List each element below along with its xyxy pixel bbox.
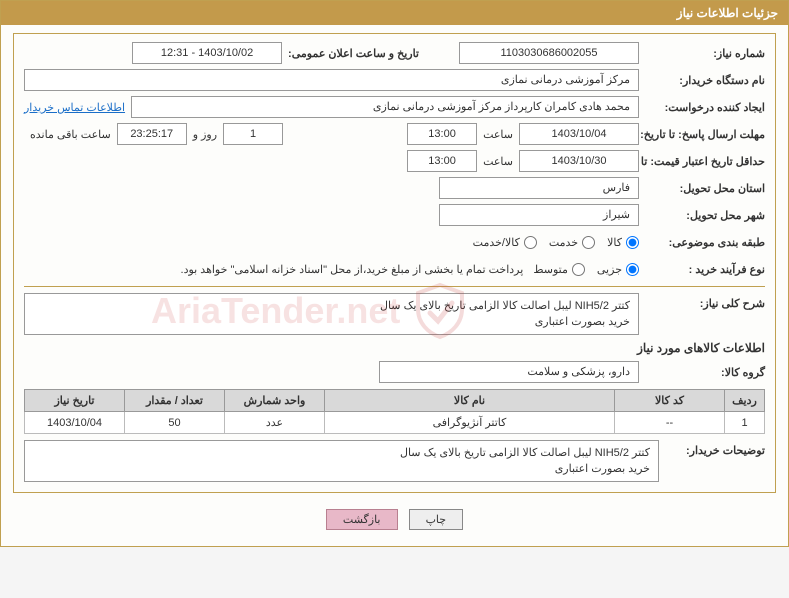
label-need-number: شماره نیاز: — [645, 47, 765, 60]
label-time-2: ساعت — [483, 155, 513, 168]
row-summary: شرح کلی نیاز: کتتر NIH5/2 لیبل اصالت کال… — [24, 293, 765, 335]
row-group: گروه کالا: دارو، پزشکی و سلامت — [24, 361, 765, 383]
value-validity-time: 13:00 — [407, 150, 477, 172]
row-city: شهر محل تحویل: شیراز — [24, 204, 765, 226]
process-note: پرداخت تمام یا بخشی از مبلغ خرید،از محل … — [181, 263, 524, 276]
cell-row: 1 — [725, 412, 765, 434]
radio-partial[interactable]: جزیی — [597, 263, 639, 276]
col-date: تاریخ نیاز — [25, 390, 125, 412]
label-city: شهر محل تحویل: — [645, 209, 765, 222]
buyer-contact-link[interactable]: اطلاعات تماس خریدار — [24, 101, 125, 114]
label-process: نوع فرآیند خرید : — [645, 263, 765, 276]
row-province: استان محل تحویل: فارس — [24, 177, 765, 199]
value-announce: 1403/10/02 - 12:31 — [132, 42, 282, 64]
label-requester: ایجاد کننده درخواست: — [645, 101, 765, 114]
col-code: کد کالا — [615, 390, 725, 412]
row-buyer-note: توضیحات خریدار: کتتر NIH5/2 لیبل اصالت ک… — [24, 440, 765, 482]
items-section-title: اطلاعات کالاهای مورد نیاز — [24, 341, 765, 355]
label-buyer-org: نام دستگاه خریدار: — [645, 74, 765, 87]
print-button[interactable]: چاپ — [409, 509, 464, 530]
col-row: ردیف — [725, 390, 765, 412]
col-qty: تعداد / مقدار — [125, 390, 225, 412]
label-buyer-note: توضیحات خریدار: — [665, 440, 765, 457]
row-process: نوع فرآیند خرید : جزیی متوسط پرداخت تمام… — [24, 258, 765, 280]
label-deadline: مهلت ارسال پاسخ: تا تاریخ: — [645, 128, 765, 141]
panel-title: جزئیات اطلاعات نیاز — [1, 1, 788, 25]
radio-medium-input[interactable] — [572, 263, 585, 276]
radio-both[interactable]: کالا/خدمت — [473, 236, 537, 249]
table-row: 1 -- کاتتر آنژیوگرافی عدد 50 1403/10/04 — [25, 412, 765, 434]
value-need-number: 1103030686002055 — [459, 42, 639, 64]
footer-buttons: چاپ بازگشت — [13, 501, 776, 536]
radio-medium[interactable]: متوسط — [533, 263, 585, 276]
value-deadline-date: 1403/10/04 — [519, 123, 639, 145]
label-category: طبقه بندی موضوعی: — [645, 236, 765, 249]
row-need-number: شماره نیاز: 1103030686002055 تاریخ و ساع… — [24, 42, 765, 64]
main-panel: جزئیات اطلاعات نیاز شماره نیاز: 11030306… — [0, 0, 789, 547]
cell-qty: 50 — [125, 412, 225, 434]
radio-both-input[interactable] — [524, 236, 537, 249]
row-validity: حداقل تاریخ اعتبار قیمت: تا تاریخ: 1403/… — [24, 150, 765, 172]
category-radio-group: کالا خدمت کالا/خدمت — [473, 236, 639, 249]
cell-unit: عدد — [225, 412, 325, 434]
process-radio-group: جزیی متوسط — [533, 263, 639, 276]
row-deadline: مهلت ارسال پاسخ: تا تاریخ: 1403/10/04 سا… — [24, 123, 765, 145]
details-fieldset: شماره نیاز: 1103030686002055 تاریخ و ساع… — [13, 33, 776, 493]
label-summary: شرح کلی نیاز: — [645, 293, 765, 310]
cell-code: -- — [615, 412, 725, 434]
cell-name: کاتتر آنژیوگرافی — [325, 412, 615, 434]
row-category: طبقه بندی موضوعی: کالا خدمت کالا/خدمت — [24, 231, 765, 253]
label-province: استان محل تحویل: — [645, 182, 765, 195]
value-group: دارو، پزشکی و سلامت — [379, 361, 639, 383]
value-province: فارس — [439, 177, 639, 199]
radio-service-input[interactable] — [582, 236, 595, 249]
table-header-row: ردیف کد کالا نام کالا واحد شمارش تعداد /… — [25, 390, 765, 412]
value-validity-date: 1403/10/30 — [519, 150, 639, 172]
label-days-and: روز و — [193, 128, 217, 141]
value-deadline-time: 13:00 — [407, 123, 477, 145]
radio-goods[interactable]: کالا — [607, 236, 639, 249]
value-buyer-org: مرکز آموزشی درمانی نمازی — [24, 69, 639, 91]
radio-service[interactable]: خدمت — [549, 236, 595, 249]
label-time-1: ساعت — [483, 128, 513, 141]
value-requester: محمد هادی کامران کارپرداز مرکز آموزشی در… — [131, 96, 639, 118]
value-remaining-time: 23:25:17 — [117, 123, 187, 145]
content-area: شماره نیاز: 1103030686002055 تاریخ و ساع… — [1, 25, 788, 546]
label-remaining-suffix: ساعت باقی مانده — [30, 128, 111, 141]
radio-partial-input[interactable] — [626, 263, 639, 276]
col-name: نام کالا — [325, 390, 615, 412]
label-announce: تاریخ و ساعت اعلان عمومی: — [288, 47, 419, 60]
radio-goods-input[interactable] — [626, 236, 639, 249]
value-remaining-days: 1 — [223, 123, 283, 145]
label-validity: حداقل تاریخ اعتبار قیمت: تا تاریخ: — [645, 155, 765, 168]
row-requester: ایجاد کننده درخواست: محمد هادی کامران کا… — [24, 96, 765, 118]
value-summary: کتتر NIH5/2 لیبل اصالت کالا الزامی تاریخ… — [24, 293, 639, 335]
value-city: شیراز — [439, 204, 639, 226]
row-buyer-org: نام دستگاه خریدار: مرکز آموزشی درمانی نم… — [24, 69, 765, 91]
items-table: ردیف کد کالا نام کالا واحد شمارش تعداد /… — [24, 389, 765, 434]
col-unit: واحد شمارش — [225, 390, 325, 412]
back-button[interactable]: بازگشت — [326, 509, 398, 530]
label-group: گروه کالا: — [645, 366, 765, 379]
value-buyer-note: کتتر NIH5/2 لیبل اصالت کالا الزامی تاریخ… — [24, 440, 659, 482]
separator-1 — [24, 286, 765, 287]
cell-date: 1403/10/04 — [25, 412, 125, 434]
